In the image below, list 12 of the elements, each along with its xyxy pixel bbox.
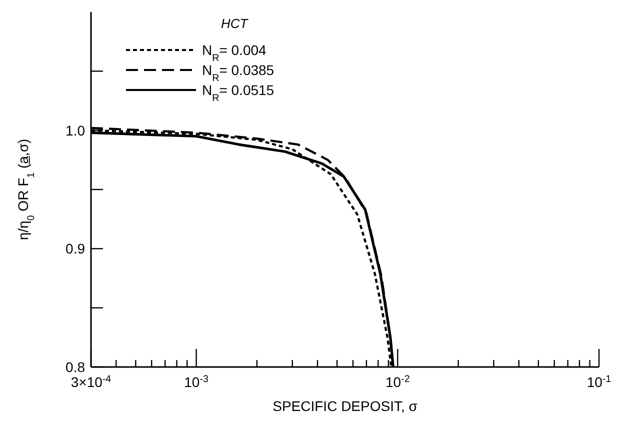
- x-axis-title: SPECIFIC DEPOSIT, σ: [272, 398, 418, 414]
- y-tick-label: 1.0: [66, 122, 86, 138]
- x-tick-label: 3×10$^{-4}$: [70, 374, 112, 390]
- y-tick-label: 0.8: [66, 359, 86, 375]
- x-tick-label: 10$^{-1}$: [586, 374, 612, 390]
- legend-label: N$_{R}$= 0.0515: [202, 82, 274, 104]
- x-tick-label: 10$^{-2}$: [385, 374, 410, 390]
- legend-label: N$_{R}$= 0.0385: [202, 62, 274, 84]
- legend-label: N$_{R}$= 0.004: [202, 42, 267, 64]
- x-tick-label: 10$^{-3}$: [184, 374, 209, 390]
- legend-title: HCT: [221, 16, 249, 31]
- y-tick-label: 0.9: [66, 240, 86, 257]
